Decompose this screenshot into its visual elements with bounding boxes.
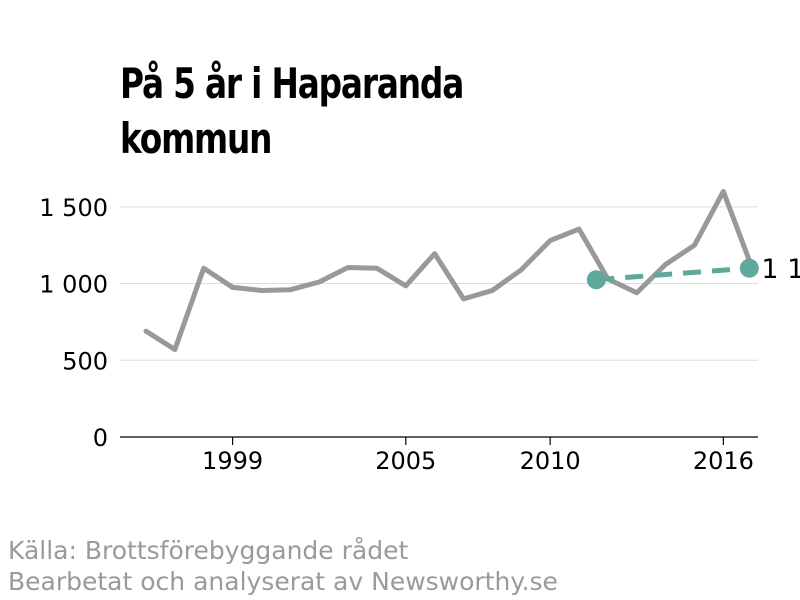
chart-title-line-1: På 5 år i Haparanda bbox=[120, 59, 464, 108]
highlight-end-label: 1 100 bbox=[761, 254, 800, 285]
x-tick-label: 1999 bbox=[202, 447, 263, 475]
y-tick-label: 1 500 bbox=[39, 194, 108, 222]
x-tick-label: 2016 bbox=[693, 447, 754, 475]
chart-title: På 5 år i Haparanda kommun bbox=[120, 56, 557, 166]
highlight-start-point bbox=[586, 270, 606, 290]
y-tick-label: 0 bbox=[93, 424, 108, 452]
series-line bbox=[143, 188, 755, 353]
source-line-1: Källa: Brottsförebyggande rådet bbox=[8, 536, 409, 565]
chart-title-line-2: kommun bbox=[120, 114, 272, 163]
source-note: Källa: Brottsförebyggande rådet Bearbeta… bbox=[8, 535, 558, 597]
highlight-end-point bbox=[739, 258, 759, 278]
x-tick-label: 2005 bbox=[375, 447, 436, 475]
source-line-2: Bearbetat och analyserat av Newsworthy.s… bbox=[8, 567, 558, 596]
x-tick-label: 2010 bbox=[520, 447, 581, 475]
highlight-trend-line bbox=[596, 265, 750, 283]
y-tick-label: 1 000 bbox=[39, 271, 108, 299]
y-tick-label: 500 bbox=[62, 347, 108, 375]
